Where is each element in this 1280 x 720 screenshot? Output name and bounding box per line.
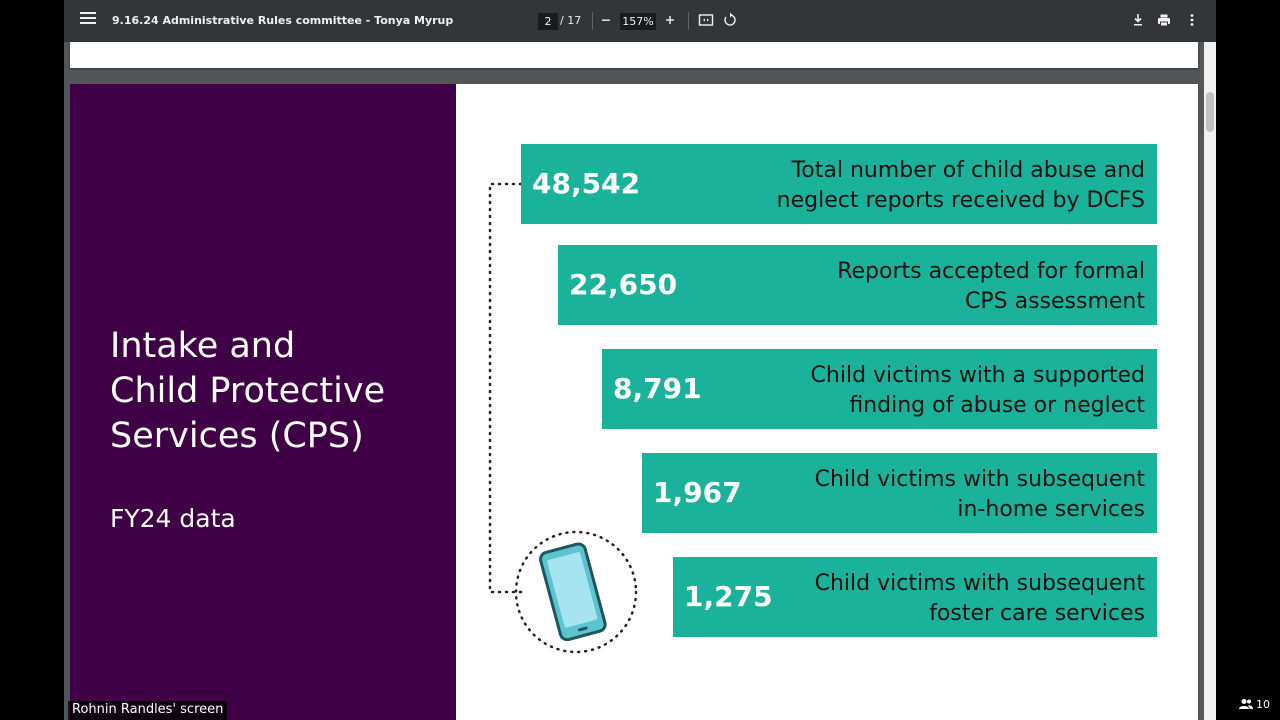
stat-bar: 1,275 Child victims with subsequent fost… bbox=[673, 557, 1157, 637]
download-icon[interactable] bbox=[1128, 10, 1148, 30]
stat-value: 22,650 bbox=[569, 268, 678, 301]
participants-button[interactable]: 10 bbox=[1238, 698, 1270, 711]
plus-icon[interactable] bbox=[660, 10, 680, 30]
stat-value: 1,967 bbox=[653, 476, 742, 509]
stat-label: Total number of child abuse and neglect … bbox=[776, 158, 1145, 213]
participant-count: 10 bbox=[1256, 698, 1270, 711]
toolbar-divider bbox=[592, 12, 593, 30]
phone-icon bbox=[514, 530, 638, 654]
fit-page-icon[interactable] bbox=[696, 10, 716, 30]
stat-bar: 48,542 Total number of child abuse and n… bbox=[521, 144, 1157, 224]
slide-heading: Intake and Child Protective Services (CP… bbox=[110, 326, 386, 456]
slide-subheading: FY24 data bbox=[110, 504, 236, 533]
print-icon[interactable] bbox=[1154, 10, 1174, 30]
screen-share-label: Rohnin Randles' screen bbox=[68, 701, 228, 720]
stat-label: Child victims with subsequent in-home se… bbox=[814, 467, 1145, 522]
stat-bar: 8,791 Child victims with a supported fin… bbox=[602, 349, 1157, 429]
pdf-toolbar: 9.16.24 Administrative Rules committee -… bbox=[64, 0, 1216, 42]
document-title: 9.16.24 Administrative Rules committee -… bbox=[112, 14, 454, 27]
title-panel: Intake and Child Protective Services (CP… bbox=[70, 84, 456, 720]
stat-value: 48,542 bbox=[532, 167, 641, 200]
stat-label: Child victims with subsequent foster car… bbox=[814, 571, 1145, 626]
stat-value: 8,791 bbox=[613, 372, 702, 405]
stat-bar: 22,650 Reports accepted for formal CPS a… bbox=[558, 245, 1157, 325]
pdf-page-slide: Intake and Child Protective Services (CP… bbox=[70, 84, 1198, 720]
hamburger-menu-icon[interactable] bbox=[80, 12, 96, 26]
stat-label: Child victims with a supported finding o… bbox=[810, 363, 1145, 418]
dotted-connector bbox=[488, 182, 530, 594]
people-icon bbox=[1238, 699, 1253, 709]
vertical-scrollbar[interactable] bbox=[1204, 42, 1216, 720]
zoom-level-input[interactable]: 157% bbox=[620, 13, 656, 30]
stat-bar: 1,967 Child victims with subsequent in-h… bbox=[642, 453, 1157, 533]
rotate-icon[interactable] bbox=[720, 10, 740, 30]
more-vert-icon[interactable] bbox=[1182, 10, 1202, 30]
page-number-input[interactable]: 2 bbox=[538, 13, 558, 30]
toolbar-divider bbox=[688, 12, 689, 30]
stat-label: Reports accepted for formal CPS assessme… bbox=[837, 259, 1145, 314]
minus-icon[interactable] bbox=[596, 10, 616, 30]
pdf-viewer: 9.16.24 Administrative Rules committee -… bbox=[64, 0, 1216, 720]
previous-page-edge bbox=[70, 42, 1198, 68]
stat-value: 1,275 bbox=[684, 580, 773, 613]
scrollbar-thumb[interactable] bbox=[1206, 92, 1214, 132]
page-total: / 17 bbox=[560, 14, 582, 27]
